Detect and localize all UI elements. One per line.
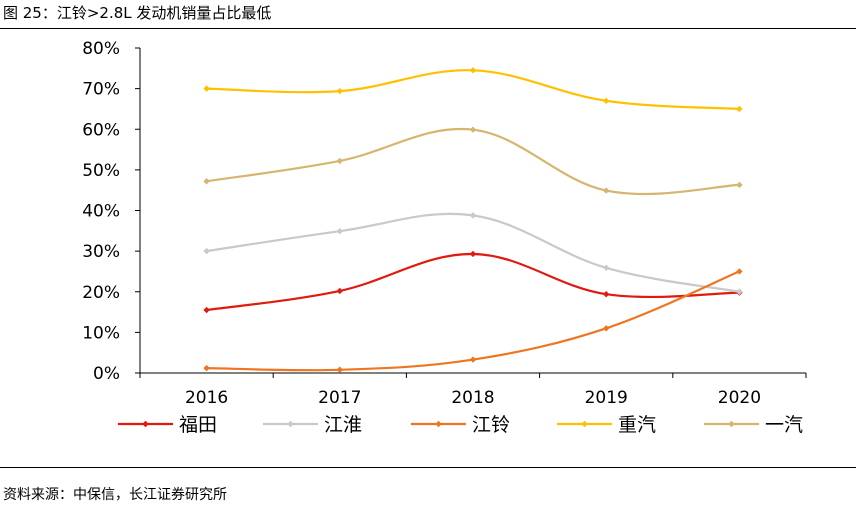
data-point-4-2 [336, 87, 343, 95]
data-point-3-5 [736, 268, 743, 275]
data-point-3-1 [203, 364, 210, 372]
series-1 [203, 250, 743, 314]
x-tick-label-3: 2019 [585, 388, 628, 408]
y-tick-label-8: 80% [82, 39, 120, 59]
legend-marker-1 [142, 420, 149, 428]
series-line-3 [206, 270, 740, 372]
legend-item-2: 江淮 [263, 414, 362, 436]
x-tick-label-1: 2017 [318, 388, 361, 408]
y-tick-label-4: 40% [82, 202, 120, 222]
legend-label-2: 江淮 [324, 414, 362, 436]
data-point-2-2 [336, 228, 343, 235]
data-point-5-2 [336, 157, 343, 165]
figure-title: 图 25：江铃>2.8L 发动机销量占比最低 [3, 4, 272, 22]
x-tick-label-4: 2020 [718, 388, 761, 408]
legend-marker-2 [287, 420, 294, 428]
legend-item-3: 江铃 [411, 414, 510, 436]
legend-label-1: 福田 [179, 414, 217, 436]
data-point-2-4 [603, 264, 610, 271]
series-line-1 [206, 252, 740, 312]
y-tick-label-7: 70% [82, 80, 120, 100]
y-tick-label-0: 0% [93, 364, 120, 384]
series-3 [203, 268, 743, 373]
legend-label-4: 重汽 [618, 414, 656, 436]
data-point-2-3 [469, 212, 477, 219]
data-point-2-1 [203, 247, 210, 255]
data-point-4-5 [736, 105, 743, 113]
data-point-3-4 [603, 325, 610, 332]
data-point-5-5 [736, 181, 743, 189]
series-4 [203, 67, 743, 113]
y-tick-label-3: 30% [82, 242, 120, 262]
y-tick-label-6: 60% [82, 120, 120, 140]
data-point-1-1 [203, 306, 210, 314]
legend-marker-3 [435, 420, 442, 428]
y-tick-label-5: 50% [82, 161, 120, 181]
data-point-2-5 [736, 288, 743, 295]
data-point-1-2 [336, 287, 343, 295]
legend-label-5: 一汽 [765, 414, 803, 436]
x-tick-label-0: 2016 [185, 388, 228, 408]
data-point-5-1 [203, 178, 210, 185]
data-point-3-2 [336, 366, 343, 373]
legend-item-5: 一汽 [704, 414, 803, 436]
series-layer [203, 67, 743, 373]
legend-label-3: 江铃 [472, 414, 510, 436]
line-chart: 0% 10% 20% 30% 40% 50% 60% 70% 80% 2016 2017 2018 20… [82, 39, 807, 436]
legend-marker-5 [728, 420, 735, 428]
bottom-rule [0, 467, 856, 468]
legend-item-4: 重汽 [557, 414, 656, 436]
axes: 0% 10% 20% 30% 40% 50% 60% 70% 80% 2016 2017 2018 20… [82, 39, 807, 408]
data-point-4-3 [469, 67, 477, 74]
x-tick-label-2: 2018 [451, 388, 494, 408]
series-2 [203, 212, 743, 295]
series-line-5 [206, 127, 740, 196]
series-5 [203, 126, 743, 196]
legend-item-1: 福田 [118, 414, 217, 436]
series-line-4 [206, 69, 740, 110]
data-point-3-3 [469, 356, 477, 363]
data-point-1-4 [603, 290, 610, 298]
legend: 福田 江淮 江铃 重汽 一汽 [118, 414, 803, 436]
data-point-4-4 [603, 97, 610, 105]
data-point-5-4 [603, 187, 610, 194]
data-point-4-1 [203, 85, 210, 92]
legend-marker-4 [581, 420, 588, 428]
data-point-5-3 [469, 126, 477, 133]
source-note: 资料来源：中保信，长江证券研究所 [3, 487, 227, 503]
top-rule [0, 28, 856, 29]
data-point-1-3 [469, 250, 477, 258]
y-tick-label-2: 20% [82, 283, 120, 303]
y-tick-label-1: 10% [82, 323, 120, 343]
